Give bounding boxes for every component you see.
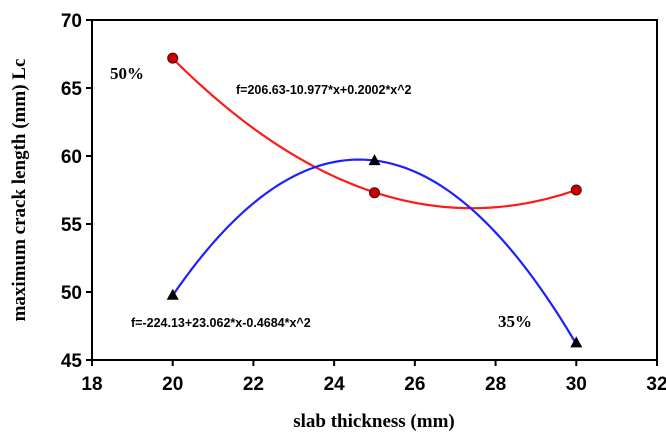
y-axis-title: maximum crack length (mm) Lc <box>9 59 30 322</box>
data-markers <box>166 52 583 348</box>
y-tick-label: 65 <box>61 79 83 100</box>
data-point <box>570 184 582 196</box>
x-tick-label: 28 <box>485 374 506 395</box>
x-tick-label: 32 <box>646 374 666 395</box>
x-tick-label: 30 <box>566 374 587 395</box>
y-tick-label: 60 <box>61 147 82 168</box>
data-point <box>368 154 381 166</box>
data-point <box>369 187 380 199</box>
y-tick-label: 45 <box>61 351 83 372</box>
x-tick-label: 22 <box>243 374 264 395</box>
x-tick-label: 18 <box>81 374 102 395</box>
y-tick-label: 50 <box>61 283 82 304</box>
data-point <box>166 288 179 300</box>
y-tick-label: 55 <box>61 215 83 236</box>
data-point <box>167 52 179 64</box>
series-label-50: 50% <box>110 64 144 83</box>
ticks: 18 20 22 24 26 28 30 32 45 50 55 60 65 70 <box>61 11 666 395</box>
x-tick-label: 24 <box>324 374 346 395</box>
series-label-35: 35% <box>498 312 532 331</box>
x-tick-label: 26 <box>404 374 425 395</box>
equation-35: f=-224.13+23.062*x-0.4684*x^2 <box>131 316 311 330</box>
y-tick-label: 70 <box>61 11 82 32</box>
x-axis-title: slab thickness (mm) <box>293 411 455 432</box>
equation-50: f=206.63-10.977*x+0.2002*x^2 <box>236 83 412 97</box>
x-tick-label: 20 <box>162 374 183 395</box>
data-point <box>570 336 583 348</box>
